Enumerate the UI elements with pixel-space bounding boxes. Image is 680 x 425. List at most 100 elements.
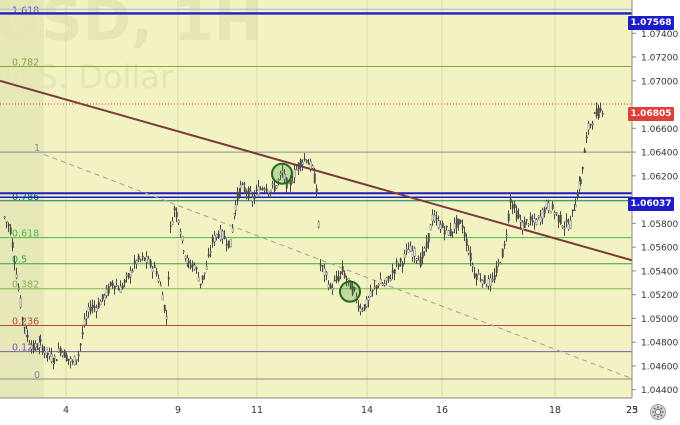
candle-body bbox=[415, 258, 418, 261]
gear-icon bbox=[650, 404, 666, 420]
fib-level-label: 0.782 bbox=[12, 58, 39, 69]
candle-body bbox=[449, 229, 452, 236]
candle-body bbox=[21, 317, 24, 321]
candle-body bbox=[593, 112, 596, 114]
candle-body bbox=[28, 342, 31, 345]
candle-body bbox=[223, 235, 226, 239]
x-tick-label: 23 bbox=[626, 405, 638, 416]
candle-body bbox=[313, 173, 316, 184]
candle-body bbox=[557, 214, 560, 223]
candle-body bbox=[579, 179, 582, 185]
candle-body bbox=[143, 257, 146, 261]
candle-body bbox=[119, 286, 122, 293]
settings-gear-button[interactable] bbox=[648, 402, 668, 422]
candle-body bbox=[513, 203, 516, 209]
y-tick-label: 1.05400 bbox=[641, 267, 678, 277]
candle-body bbox=[265, 188, 268, 192]
candle-body bbox=[499, 262, 502, 265]
candle-body bbox=[321, 265, 324, 268]
candle-body bbox=[295, 168, 298, 171]
candle-body bbox=[50, 354, 53, 362]
candle-body bbox=[411, 250, 414, 258]
candle-body bbox=[67, 358, 70, 361]
candle-body bbox=[535, 219, 538, 225]
x-tick-label: 18 bbox=[549, 405, 561, 416]
candle-body bbox=[303, 158, 306, 160]
fib-level-label: 0.5 bbox=[12, 255, 27, 266]
candle-body bbox=[291, 181, 294, 183]
candle-body bbox=[375, 285, 378, 290]
candle-body bbox=[525, 219, 528, 221]
candle-body bbox=[269, 189, 272, 193]
x-tick-label: 9 bbox=[175, 405, 181, 416]
candle-body bbox=[549, 210, 552, 214]
candle-body bbox=[36, 348, 39, 350]
candle-body bbox=[331, 287, 334, 290]
y-tick-label: 1.06600 bbox=[641, 125, 678, 135]
candle-body bbox=[231, 228, 234, 233]
candle-body bbox=[26, 334, 29, 338]
candle-body bbox=[189, 265, 192, 268]
candle-body bbox=[89, 306, 92, 312]
candle-body bbox=[481, 280, 484, 285]
candle-body bbox=[489, 277, 492, 287]
candle-body bbox=[147, 258, 150, 264]
candle-body bbox=[99, 301, 102, 306]
candle-body bbox=[95, 307, 98, 312]
price-badge-upper-blue: 1.07568 bbox=[628, 16, 674, 30]
candle-body bbox=[127, 273, 130, 278]
candle-body bbox=[48, 351, 51, 357]
y-tick-label: 1.05200 bbox=[641, 291, 678, 301]
dashed-trendline bbox=[43, 153, 631, 379]
candle-body bbox=[159, 284, 162, 287]
candle-body bbox=[7, 224, 10, 227]
candle-body bbox=[491, 279, 494, 281]
candle-body bbox=[85, 316, 88, 319]
candle-body bbox=[293, 169, 296, 178]
candle-body bbox=[493, 275, 496, 280]
candle-body bbox=[307, 162, 310, 165]
candle-body bbox=[129, 270, 132, 278]
candle-body bbox=[477, 273, 480, 275]
candle-body bbox=[397, 263, 400, 267]
candle-body bbox=[517, 214, 520, 218]
candle-body bbox=[335, 276, 338, 281]
fib-level-label: 0.236 bbox=[12, 317, 39, 328]
candle-body bbox=[503, 244, 506, 246]
candle-body bbox=[182, 250, 185, 253]
candle-body bbox=[105, 288, 108, 296]
candle-body bbox=[581, 166, 584, 170]
candle-body bbox=[417, 260, 420, 265]
candle-body bbox=[121, 285, 124, 289]
candle-body bbox=[329, 284, 332, 289]
candle-body bbox=[73, 356, 76, 366]
candle-body bbox=[359, 308, 362, 312]
candle-body bbox=[555, 212, 558, 215]
candle-body bbox=[339, 271, 342, 274]
candle-body bbox=[257, 186, 260, 196]
candle-body bbox=[273, 185, 276, 191]
candle-body bbox=[431, 214, 434, 222]
candle-body bbox=[137, 255, 140, 260]
candle-body bbox=[391, 270, 394, 274]
candle-body bbox=[403, 253, 406, 258]
candle-body bbox=[405, 249, 408, 251]
candle-body bbox=[389, 279, 392, 281]
fib-level-label: 1 bbox=[34, 143, 40, 154]
candle-body bbox=[437, 220, 440, 228]
candle-body bbox=[131, 270, 134, 272]
candle-body bbox=[19, 298, 22, 308]
price-badge-lower-blue: 1.06037 bbox=[628, 197, 674, 211]
candle-body bbox=[311, 165, 314, 169]
candle-body bbox=[23, 326, 26, 329]
candle-body bbox=[267, 191, 270, 194]
y-tick-label: 1.06400 bbox=[641, 149, 678, 159]
candle-body bbox=[34, 343, 37, 348]
y-tick-label: 1.07000 bbox=[641, 77, 678, 87]
candle-body bbox=[523, 221, 526, 228]
candle-body bbox=[563, 227, 566, 230]
candle-body bbox=[429, 224, 432, 231]
candle-body bbox=[551, 203, 554, 210]
